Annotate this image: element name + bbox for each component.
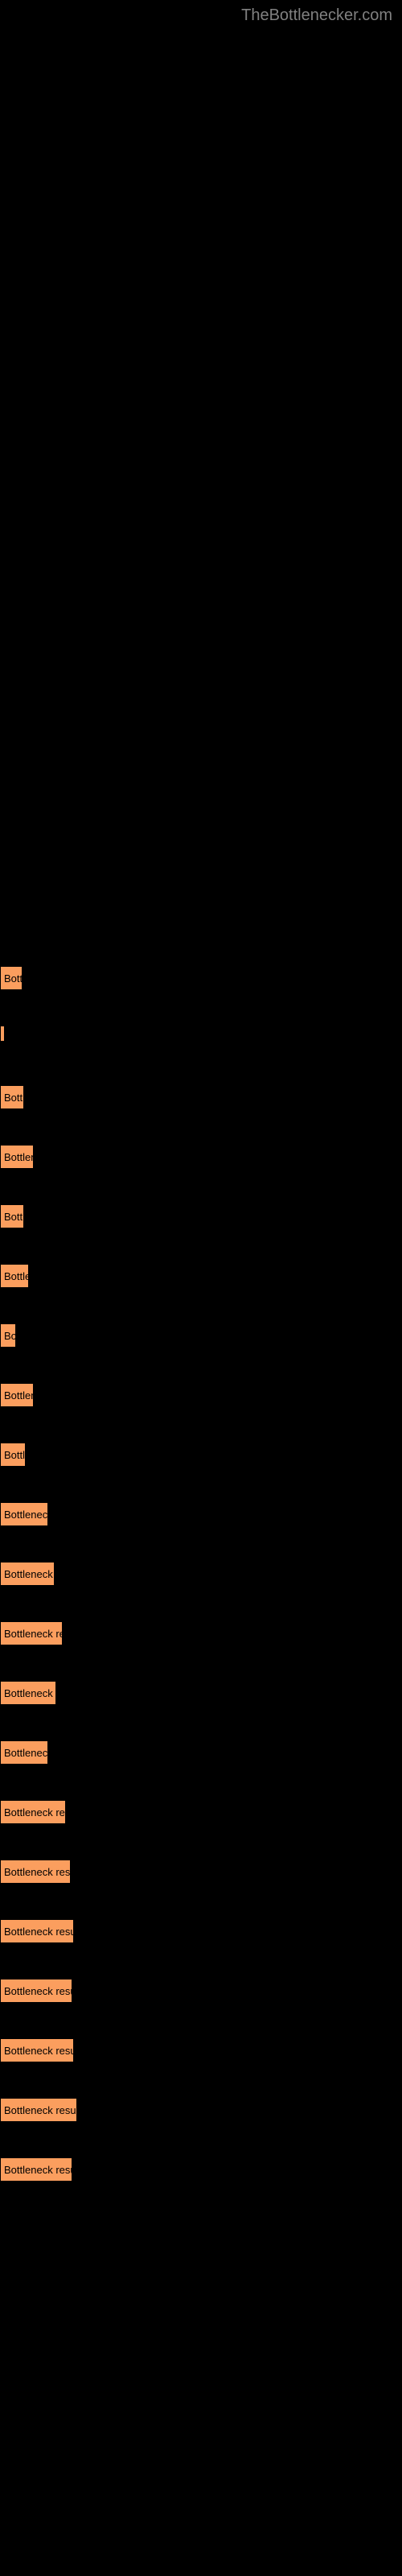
bar-chart: Bott Bottle Bottlenec Bottle Bottlen Bo Bottle… (0, 0, 402, 2249)
bar: Bott (0, 966, 23, 990)
bar: Bottleneck re (0, 1740, 48, 1765)
bar-row: Bott (0, 966, 402, 990)
bar-row: Bottle (0, 1204, 402, 1228)
bar-row: Bo (0, 1323, 402, 1348)
bar-row: Bottlenec (0, 1383, 402, 1407)
bar-row: Bottlenec (0, 1145, 402, 1169)
bar: Bottleneck result (0, 2098, 77, 2122)
bar: Bottleneck result (0, 1800, 66, 1824)
bar-row: Bottleneck resu (0, 1681, 402, 1705)
bar: Bottleneck result (0, 1621, 63, 1645)
bar: Bottleneck re (0, 1502, 48, 1526)
bar: Bottleneck resu (0, 1681, 56, 1705)
bar-row: Bottle (0, 1085, 402, 1109)
bar-row: Bottleneck result (0, 1800, 402, 1824)
bar-row: Bottleneck resu (0, 1562, 402, 1586)
bar: Bottle (0, 1204, 24, 1228)
bar: Bottlen (0, 1264, 29, 1288)
bar: Bottlenec (0, 1145, 34, 1169)
bar-row: Bottleneck result (0, 1860, 402, 1884)
bar: Bottle (0, 1443, 26, 1467)
bar-row: Bottleneck result (0, 2038, 402, 2062)
bar-row: Bottleneck result (0, 1621, 402, 1645)
bar-row: Bottleneck result (0, 2157, 402, 2182)
bar-row: Bottleneck result (0, 1979, 402, 2003)
bar: Bottleneck resu (0, 1562, 55, 1586)
bar: Bottleneck result (0, 1860, 71, 1884)
bar-row: Bottleneck result (0, 2098, 402, 2122)
bar-row: Bottleneck result (0, 1919, 402, 1943)
bar: Bo (0, 1323, 16, 1348)
bar: Bottleneck result (0, 1979, 72, 2003)
bar: Bottleneck result (0, 2157, 72, 2182)
bar-row: Bottleneck re (0, 1502, 402, 1526)
bar-row: Bottle (0, 1443, 402, 1467)
bar-row: Bottlen (0, 1264, 402, 1288)
watermark: TheBottlenecker.com (241, 6, 392, 25)
bar: Bottle (0, 1085, 24, 1109)
bar: Bottleneck result (0, 1919, 74, 1943)
bar: Bottleneck result (0, 2038, 74, 2062)
bar-row: Bottleneck re (0, 1740, 402, 1765)
bar (0, 1026, 5, 1042)
bar-row (0, 1026, 402, 1050)
bar: Bottlenec (0, 1383, 34, 1407)
